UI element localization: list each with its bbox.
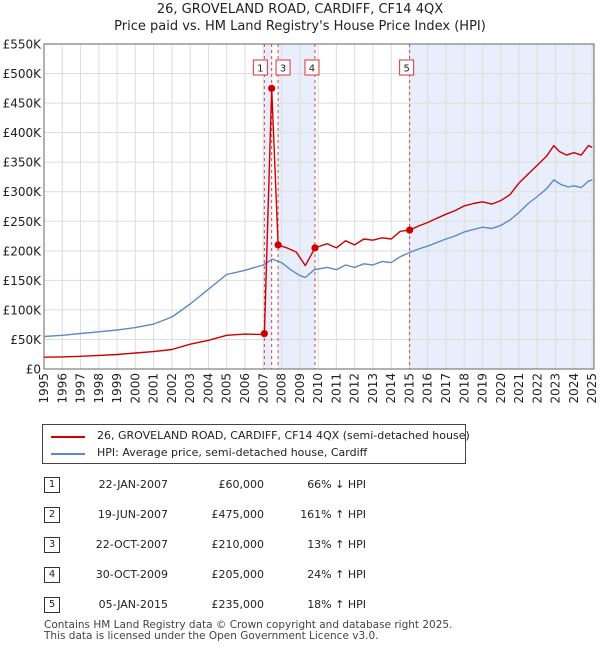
transaction-point (406, 226, 414, 234)
legend-swatch-hpi (51, 453, 85, 455)
shaded-period (409, 44, 594, 369)
marker-label-box (304, 59, 320, 76)
x-tick-label: 2007 (256, 373, 270, 404)
table-row: 4 30-OCT-2009 £205,000 24% ↑ HPI (40, 567, 460, 585)
table-row: 2 19-JUN-2007 £475,000 161% ↑ HPI (40, 507, 460, 525)
row-date: 22-OCT-2007 (95, 538, 168, 551)
marker-label-box (252, 59, 268, 76)
row-date: 22-JAN-2007 (98, 478, 168, 491)
marker-label-text: 1 (257, 64, 263, 75)
x-tick-label: 2009 (293, 373, 307, 404)
x-tick-label: 1999 (110, 373, 124, 404)
x-tick-label: 2022 (530, 373, 544, 404)
row-marker-box: 4 (44, 567, 60, 583)
y-tick-label: £200K (3, 244, 43, 258)
x-tick-label: 2003 (183, 373, 197, 404)
marker-label-text: 5 (403, 64, 409, 75)
series-line-hpi (43, 179, 593, 338)
x-tick-label: 2015 (402, 373, 416, 404)
x-tick-label: 2011 (329, 373, 343, 404)
row-marker-box: 2 (44, 507, 60, 523)
x-tick-label: 2016 (421, 373, 435, 404)
row-marker-box: 5 (44, 597, 60, 613)
footer-line-1: Contains HM Land Registry data © Crown c… (44, 619, 453, 631)
x-tick-label: 2021 (512, 373, 526, 404)
transaction-point (274, 241, 282, 249)
x-tick-label: 1996 (55, 373, 69, 404)
x-tick-label: 2000 (128, 373, 142, 404)
chart-subtitle: Price paid vs. HM Land Registry's House … (114, 19, 486, 34)
marker-label-box (275, 59, 291, 76)
series-line-property (43, 87, 593, 358)
x-tick-label: 1998 (92, 373, 106, 404)
table-row: 3 22-OCT-2007 £210,000 13% ↑ HPI (40, 537, 460, 555)
marker-label-box (399, 59, 415, 76)
table-row: 5 05-JAN-2015 £235,000 18% ↑ HPI (40, 597, 460, 615)
x-tick-label: 2002 (165, 373, 179, 404)
x-tick-label: 2008 (275, 373, 289, 404)
row-marker-box: 1 (44, 477, 60, 493)
row-price: £60,000 (218, 478, 265, 491)
chart-title: 26, GROVELAND ROAD, CARDIFF, CF14 4QX (156, 2, 444, 17)
x-tick-label: 2013 (366, 373, 380, 404)
x-tick-label: 2020 (494, 373, 508, 404)
row-marker-box: 3 (44, 537, 60, 553)
x-tick-label: 2018 (457, 373, 471, 404)
legend-label-property: 26, GROVELAND ROAD, CARDIFF, CF14 4QX (s… (97, 429, 470, 442)
row-hpi-change: 13% ↑ HPI (307, 538, 366, 551)
transaction-point (260, 329, 268, 338)
y-tick-label: £350K (3, 156, 43, 170)
shaded-period (278, 44, 315, 369)
x-tick-label: 2005 (220, 373, 234, 404)
row-price: £235,000 (211, 598, 265, 611)
marker-label-text: 4 (309, 64, 315, 75)
price-chart: 1 3 4 5 £0 £50K £100K £150K £200K £250K £300K £350K… (3, 38, 600, 404)
y-tick-label: £50K (10, 333, 42, 347)
row-hpi-change: 66% ↓ HPI (307, 478, 366, 491)
row-date: 19-JUN-2007 (97, 508, 168, 521)
row-hpi-change: 18% ↑ HPI (307, 598, 366, 611)
x-tick-label: 1997 (74, 373, 88, 404)
x-tick-label: 2023 (549, 373, 563, 404)
x-tick-label: 2001 (147, 373, 161, 404)
x-tick-label: 2012 (348, 373, 362, 404)
chart-legend: 26, GROVELAND ROAD, CARDIFF, CF14 4QX (s… (42, 424, 470, 464)
y-tick-label: £400K (3, 126, 43, 140)
row-price: £210,000 (211, 538, 265, 551)
transaction-point (311, 244, 319, 252)
row-price: £205,000 (211, 568, 265, 581)
x-tick-label: 1995 (37, 373, 51, 404)
plot-border (43, 43, 595, 370)
y-tick-label: £500K (3, 67, 43, 81)
footer-attribution: Contains HM Land Registry data © Crown c… (44, 620, 452, 642)
y-tick-label: £150K (3, 274, 43, 288)
x-tick-label: 2024 (567, 373, 581, 404)
x-tick-label: 2014 (384, 373, 398, 404)
x-tick-label: 2006 (238, 373, 252, 404)
row-date: 30-OCT-2009 (95, 568, 168, 581)
transaction-point (268, 84, 276, 92)
marker-label-text: 3 (280, 64, 286, 75)
y-tick-label: £250K (3, 215, 43, 229)
legend-label-hpi: HPI: Average price, semi-detached house,… (97, 446, 368, 459)
table-row: 1 22-JAN-2007 £60,000 66% ↓ HPI (40, 477, 460, 495)
y-tick-label: £450K (3, 97, 43, 111)
footer-line-2: This data is licensed under the Open Gov… (44, 630, 379, 642)
y-tick-label: £550K (3, 38, 43, 52)
x-tick-label: 2004 (201, 373, 215, 404)
x-tick-label: 2010 (311, 373, 325, 404)
y-tick-label: £0 (26, 363, 41, 377)
x-tick-label: 2019 (476, 373, 490, 404)
row-hpi-change: 24% ↑ HPI (307, 568, 366, 581)
y-tick-label: £100K (3, 303, 43, 317)
x-tick-label: 2025 (585, 373, 599, 404)
x-tick-label: 2017 (439, 373, 453, 404)
row-hpi-change: 161% ↑ HPI (300, 508, 366, 521)
row-date: 05-JAN-2015 (98, 598, 168, 611)
row-price: £475,000 (211, 508, 265, 521)
legend-swatch-property (51, 436, 85, 438)
y-tick-label: £300K (3, 185, 43, 199)
